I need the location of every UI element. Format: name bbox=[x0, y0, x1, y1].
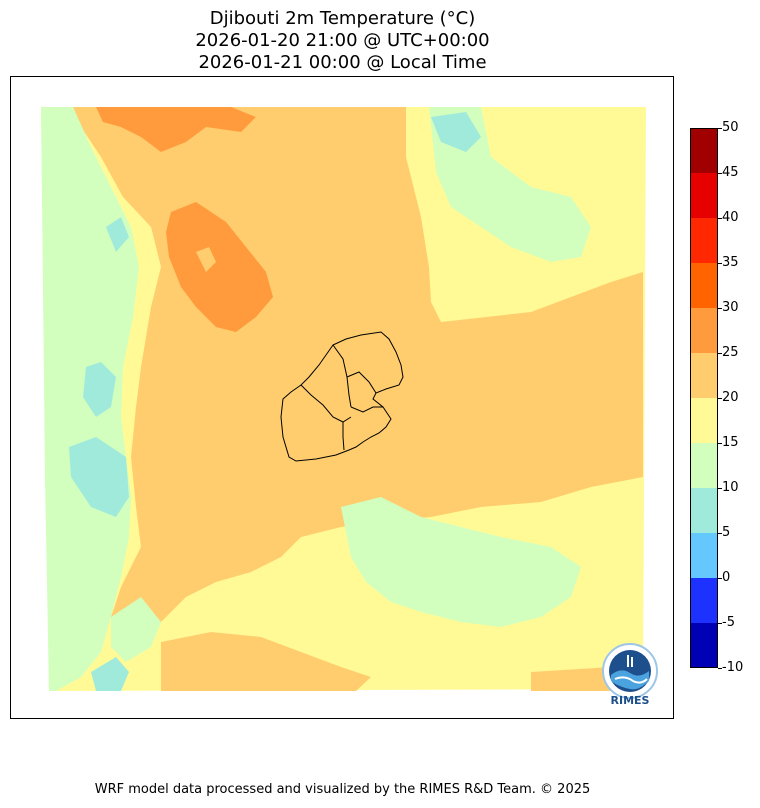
colorbar-tick-label: 0 bbox=[722, 570, 731, 585]
colorbar-tick-mark bbox=[718, 578, 722, 579]
colorbar-segment bbox=[690, 443, 718, 488]
field-band-5-10-west-3 bbox=[106, 217, 129, 252]
colorbar-tick-mark bbox=[718, 128, 722, 129]
colorbar-segment bbox=[690, 353, 718, 398]
colorbar-tick-mark bbox=[718, 668, 722, 669]
colorbar-tick-mark bbox=[718, 218, 722, 219]
colorbar-segment bbox=[690, 623, 718, 668]
field-band-15-20-hole bbox=[196, 247, 216, 272]
colorbar-tick-label: 20 bbox=[722, 390, 739, 405]
field-band-5-10-west-1 bbox=[83, 362, 116, 417]
colorbar-tick-label: 10 bbox=[722, 480, 739, 495]
colorbar-segment bbox=[690, 578, 718, 623]
colorbar-segment bbox=[690, 533, 718, 578]
field-band-5-10-northeast bbox=[431, 112, 481, 152]
colorbar-tick-label: 35 bbox=[722, 255, 739, 270]
title-line-1: Djibouti 2m Temperature (°C) bbox=[209, 8, 476, 29]
country-border bbox=[280, 331, 404, 462]
map-frame bbox=[10, 76, 674, 719]
colorbar-segment bbox=[690, 488, 718, 533]
colorbar-tick-mark bbox=[718, 623, 722, 624]
title-line-2: 2026-01-20 21:00 @ UTC+00:00 bbox=[195, 30, 490, 51]
colorbar-border bbox=[690, 128, 718, 668]
field-band-5-10-southwest bbox=[91, 657, 129, 691]
internal-border-2 bbox=[300, 384, 352, 423]
colorbar bbox=[690, 128, 718, 668]
colorbar-tick-mark bbox=[718, 443, 722, 444]
colorbar-tick-label: -10 bbox=[722, 660, 744, 675]
internal-border-5 bbox=[346, 371, 377, 394]
temperature-map bbox=[41, 107, 646, 691]
colorbar-tick-label: 50 bbox=[722, 120, 739, 135]
logo-text: RIMES bbox=[610, 694, 650, 707]
colorbar-tick-label: 30 bbox=[722, 300, 739, 315]
field-band-5-10-west-2 bbox=[69, 437, 129, 517]
field-band-20-25-south bbox=[161, 632, 371, 691]
colorbar-segment bbox=[690, 398, 718, 443]
colorbar-segment bbox=[690, 308, 718, 353]
colorbar-tick-mark bbox=[718, 308, 722, 309]
footer-credit: WRF model data processed and visualized … bbox=[94, 782, 591, 797]
field-band-10-15-south bbox=[341, 497, 581, 627]
internal-border-4 bbox=[350, 406, 383, 413]
colorbar-tick-mark bbox=[718, 533, 722, 534]
colorbar-segment bbox=[690, 218, 718, 263]
colorbar-segment bbox=[690, 263, 718, 308]
colorbar-tick-mark bbox=[718, 398, 722, 399]
colorbar-tick-mark bbox=[718, 173, 722, 174]
colorbar-tick-mark bbox=[718, 353, 722, 354]
colorbar-tick-label: 15 bbox=[722, 435, 739, 450]
colorbar-tick-mark bbox=[718, 488, 722, 489]
field-band-10-15-southwest-inner bbox=[111, 597, 161, 662]
colorbar-tick-label: 25 bbox=[722, 345, 739, 360]
colorbar-tick-mark bbox=[718, 263, 722, 264]
field-band-25-30-north bbox=[96, 107, 256, 152]
internal-border-3 bbox=[342, 422, 345, 451]
title-line-3: 2026-01-21 00:00 @ Local Time bbox=[198, 52, 487, 73]
field-band-25-30-central bbox=[166, 202, 273, 332]
colorbar-segment bbox=[690, 128, 718, 173]
colorbar-tick-label: 40 bbox=[722, 210, 739, 225]
rimes-logo-icon bbox=[602, 643, 658, 699]
colorbar-tick-label: 5 bbox=[722, 525, 731, 540]
colorbar-tick-label: 45 bbox=[722, 165, 739, 180]
colorbar-tick-label: -5 bbox=[722, 615, 735, 630]
colorbar-segment bbox=[690, 173, 718, 218]
